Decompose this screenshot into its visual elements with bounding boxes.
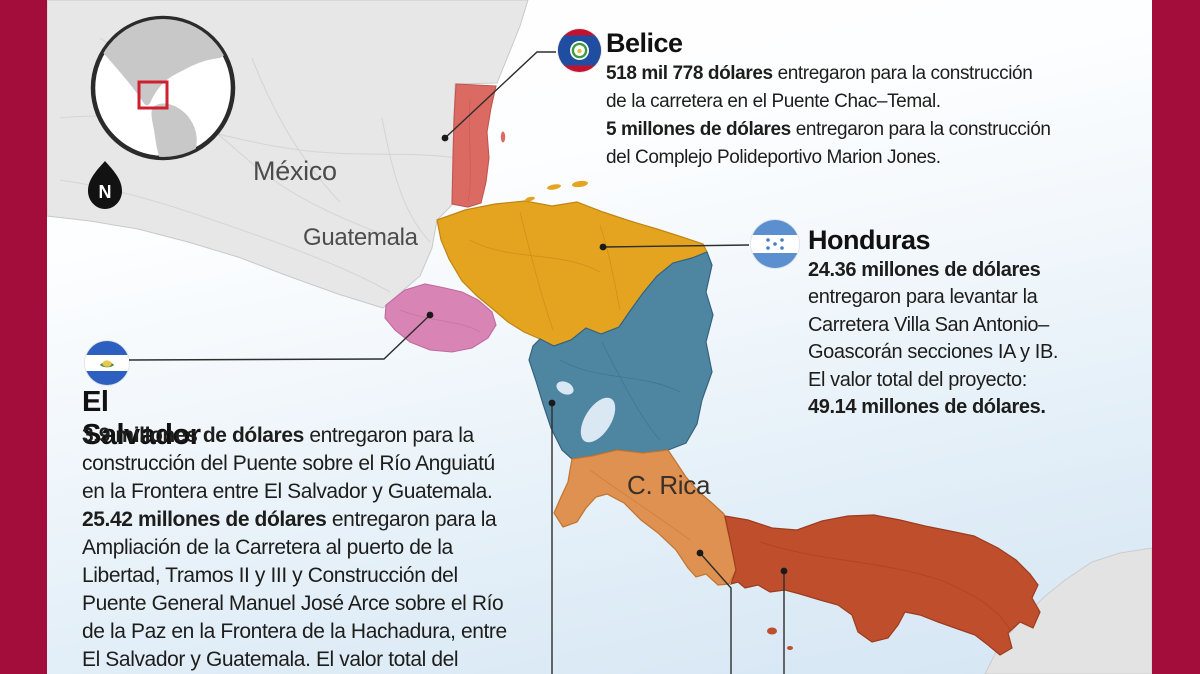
leader-line-el-salvador [128, 314, 431, 361]
el-salvador-flag-icon [85, 341, 129, 385]
panama-detail [759, 541, 1011, 631]
honduras-amount-1: 24.36 millones de dólares [808, 259, 1041, 281]
belize-title: Belice [606, 28, 683, 58]
costa-rica-detail [589, 469, 691, 541]
lake-managua [556, 381, 574, 395]
panama-shape [724, 514, 1041, 656]
bay-islands [525, 180, 588, 202]
mexico-label: México [253, 156, 337, 186]
belize-flag-icon [558, 29, 601, 72]
belize-shape [451, 83, 497, 208]
leader-line-honduras [602, 244, 750, 248]
leader-line-belize [444, 51, 556, 139]
frame-bar-left [0, 0, 47, 674]
panama-island [767, 627, 777, 635]
honduras-desc: entregaron para levantar la Carretera Vi… [808, 286, 1059, 391]
belize-amount-1: 518 mil 778 dólares [606, 63, 773, 84]
nicaragua-shape [528, 251, 714, 460]
belize-amount-2: 5 millones de dólares [606, 119, 791, 140]
nicaragua-detail [559, 341, 681, 441]
panama-island-2 [787, 646, 793, 650]
honduras-flag-icon [751, 220, 799, 268]
el-salvador-amount-2: 25.42 millones de dólares [82, 508, 327, 531]
honduras-detail [469, 211, 621, 331]
costa-rica-label: C. Rica [627, 470, 711, 500]
north-arrow-icon: N [88, 161, 122, 209]
belize-text: 518 mil 778 dólares entregaron para la c… [606, 60, 1146, 172]
el-salvador-amount-1: 3.9 millones de dólares [82, 424, 304, 447]
honduras-amount-2: 49.14 millones de dólares. [808, 396, 1046, 419]
honduras-title: Honduras [808, 225, 931, 255]
leader-lines [128, 51, 785, 674]
north-label: N [99, 182, 112, 202]
guatemala-label: Guatemala [303, 224, 418, 251]
lake-nicaragua [580, 397, 616, 443]
leader-line-costa-rica [699, 552, 732, 674]
honduras-text: 24.36 millones de dólares entregaron par… [808, 257, 1118, 421]
inset-highlight-box [137, 80, 169, 110]
el-salvador-title: El Salvador [82, 386, 201, 451]
belize-caye [500, 131, 506, 143]
leader-dots [426, 134, 788, 575]
belize-desc-1: entregaron para la construcción de la ca… [606, 63, 1033, 112]
frame-bar-right [1152, 0, 1200, 674]
costa-rica-shape [553, 449, 737, 586]
belize-detail [467, 99, 471, 203]
el-salvador-desc-2: entregaron para la Ampliación de la Carr… [82, 508, 507, 671]
el-salvador-desc-1: entregaron para la construcción del Puen… [82, 424, 495, 503]
el-salvador-detail [399, 309, 481, 333]
inset-locator-map [90, 15, 236, 161]
el-salvador-text: 3.9 millones de dólares entregaron para … [82, 422, 562, 674]
belize-desc-2: entregaron para la construcción del Comp… [606, 119, 1051, 168]
el-salvador-shape [384, 283, 497, 353]
